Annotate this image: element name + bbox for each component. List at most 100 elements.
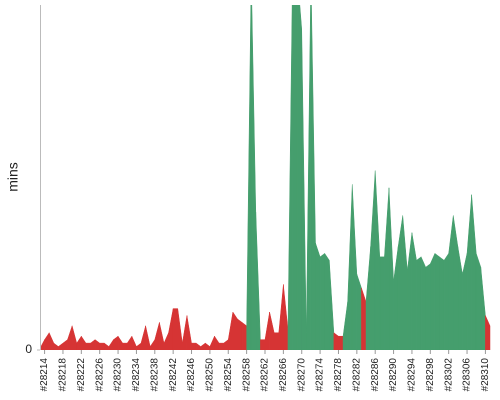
- area-segment: [113, 335, 119, 350]
- area-segment: [439, 256, 445, 350]
- area-segment: [402, 215, 408, 350]
- x-tick-label: #28222: [76, 358, 87, 392]
- area-segment: [200, 342, 206, 350]
- area-segment: [361, 287, 367, 350]
- area-segment: [58, 342, 64, 350]
- area-segment: [397, 215, 404, 350]
- area-segment: [301, 29, 307, 350]
- x-tick-label: #28230: [113, 358, 124, 392]
- x-tick-label: #28214: [39, 358, 50, 392]
- x-tick-label: #28246: [186, 358, 197, 392]
- area-segment: [85, 342, 91, 350]
- area-segment: [186, 315, 192, 350]
- area-segment: [287, 5, 293, 350]
- area-segment: [108, 338, 114, 350]
- area-segment: [430, 253, 436, 350]
- area-segment: [365, 246, 371, 350]
- x-tick-label: #28290: [388, 358, 399, 392]
- area-segment: [292, 5, 298, 350]
- area-segment: [241, 321, 247, 350]
- x-tick-label: #28258: [241, 358, 252, 392]
- area-segment: [393, 246, 399, 350]
- area-segment: [81, 335, 87, 350]
- area-segment: [379, 256, 385, 350]
- area-segment: [384, 187, 390, 350]
- x-tick-label: #28234: [131, 358, 142, 392]
- x-tick-label: #28302: [443, 358, 454, 392]
- x-tick-label: #28266: [278, 358, 289, 392]
- area-segment: [448, 215, 454, 350]
- area-segment: [117, 335, 123, 350]
- x-tick-label: #28226: [94, 358, 105, 392]
- area-segment: [122, 342, 128, 350]
- area-segment: [485, 315, 491, 350]
- area-segment: [218, 342, 224, 350]
- area-segment: [140, 325, 146, 350]
- area-segment: [356, 274, 362, 350]
- area-segment: [407, 232, 413, 350]
- area-segment: [223, 339, 229, 350]
- area-segment: [264, 312, 270, 350]
- area-segment: [232, 311, 238, 350]
- area-segment: [255, 211, 261, 350]
- area-segment: [420, 256, 426, 350]
- area-segment: [315, 242, 321, 350]
- x-tick-label: #28286: [370, 358, 381, 392]
- area-segment: [329, 260, 335, 350]
- area-segment: [338, 335, 344, 350]
- area-segment: [260, 339, 266, 350]
- area-segment: [246, 5, 252, 350]
- area-segment: [195, 342, 201, 350]
- area-segment: [177, 308, 183, 350]
- x-tick-label: #28262: [260, 358, 271, 392]
- x-tick-label: #28274: [315, 358, 326, 392]
- x-tick-label: #28250: [205, 358, 216, 392]
- x-tick-label: #28282: [351, 358, 362, 392]
- area-segment: [53, 342, 59, 350]
- area-segment: [416, 256, 422, 350]
- area-segment: [214, 335, 220, 350]
- area-segment: [145, 325, 151, 350]
- x-tick-label: #28310: [480, 358, 491, 392]
- x-tick-label: #28298: [425, 358, 436, 392]
- area-segment: [453, 215, 459, 350]
- area-segment: [374, 170, 381, 350]
- y-tick-label: 0: [25, 342, 32, 356]
- area-segment: [76, 335, 82, 350]
- area-segment: [131, 336, 137, 350]
- area-segment: [296, 5, 302, 350]
- x-tick-label: #28254: [223, 358, 234, 392]
- area-segment: [71, 325, 77, 350]
- area-segment: [62, 339, 68, 350]
- area-segment: [159, 322, 165, 350]
- x-tick-label: #28306: [462, 358, 473, 392]
- plot-area: [40, 5, 491, 350]
- area-segment: [351, 184, 358, 350]
- area-segment: [44, 331, 50, 350]
- area-segment: [237, 318, 243, 350]
- area-segment: [471, 194, 477, 350]
- area-segment: [324, 252, 330, 350]
- area-segment: [90, 339, 96, 350]
- area-segment: [126, 335, 133, 350]
- area-segment: [283, 284, 289, 350]
- area-segment: [154, 322, 160, 350]
- area-segment: [273, 332, 280, 350]
- area-segment: [319, 252, 325, 350]
- area-segment: [269, 311, 275, 350]
- area-segment: [434, 252, 440, 350]
- area-segment: [94, 339, 100, 350]
- area-segment: [172, 308, 179, 350]
- x-tick-label: #28242: [168, 358, 179, 392]
- area-segment: [462, 253, 468, 350]
- area-segment: [388, 187, 394, 350]
- x-tick-label: #28270: [296, 358, 307, 392]
- area-segment: [333, 332, 339, 350]
- area-segment: [168, 308, 174, 350]
- area-segment: [443, 252, 449, 350]
- area-segment: [370, 170, 376, 350]
- area-segment: [425, 263, 431, 350]
- area-segment: [411, 232, 417, 350]
- area-segment: [228, 312, 234, 350]
- area-segment: [342, 301, 348, 350]
